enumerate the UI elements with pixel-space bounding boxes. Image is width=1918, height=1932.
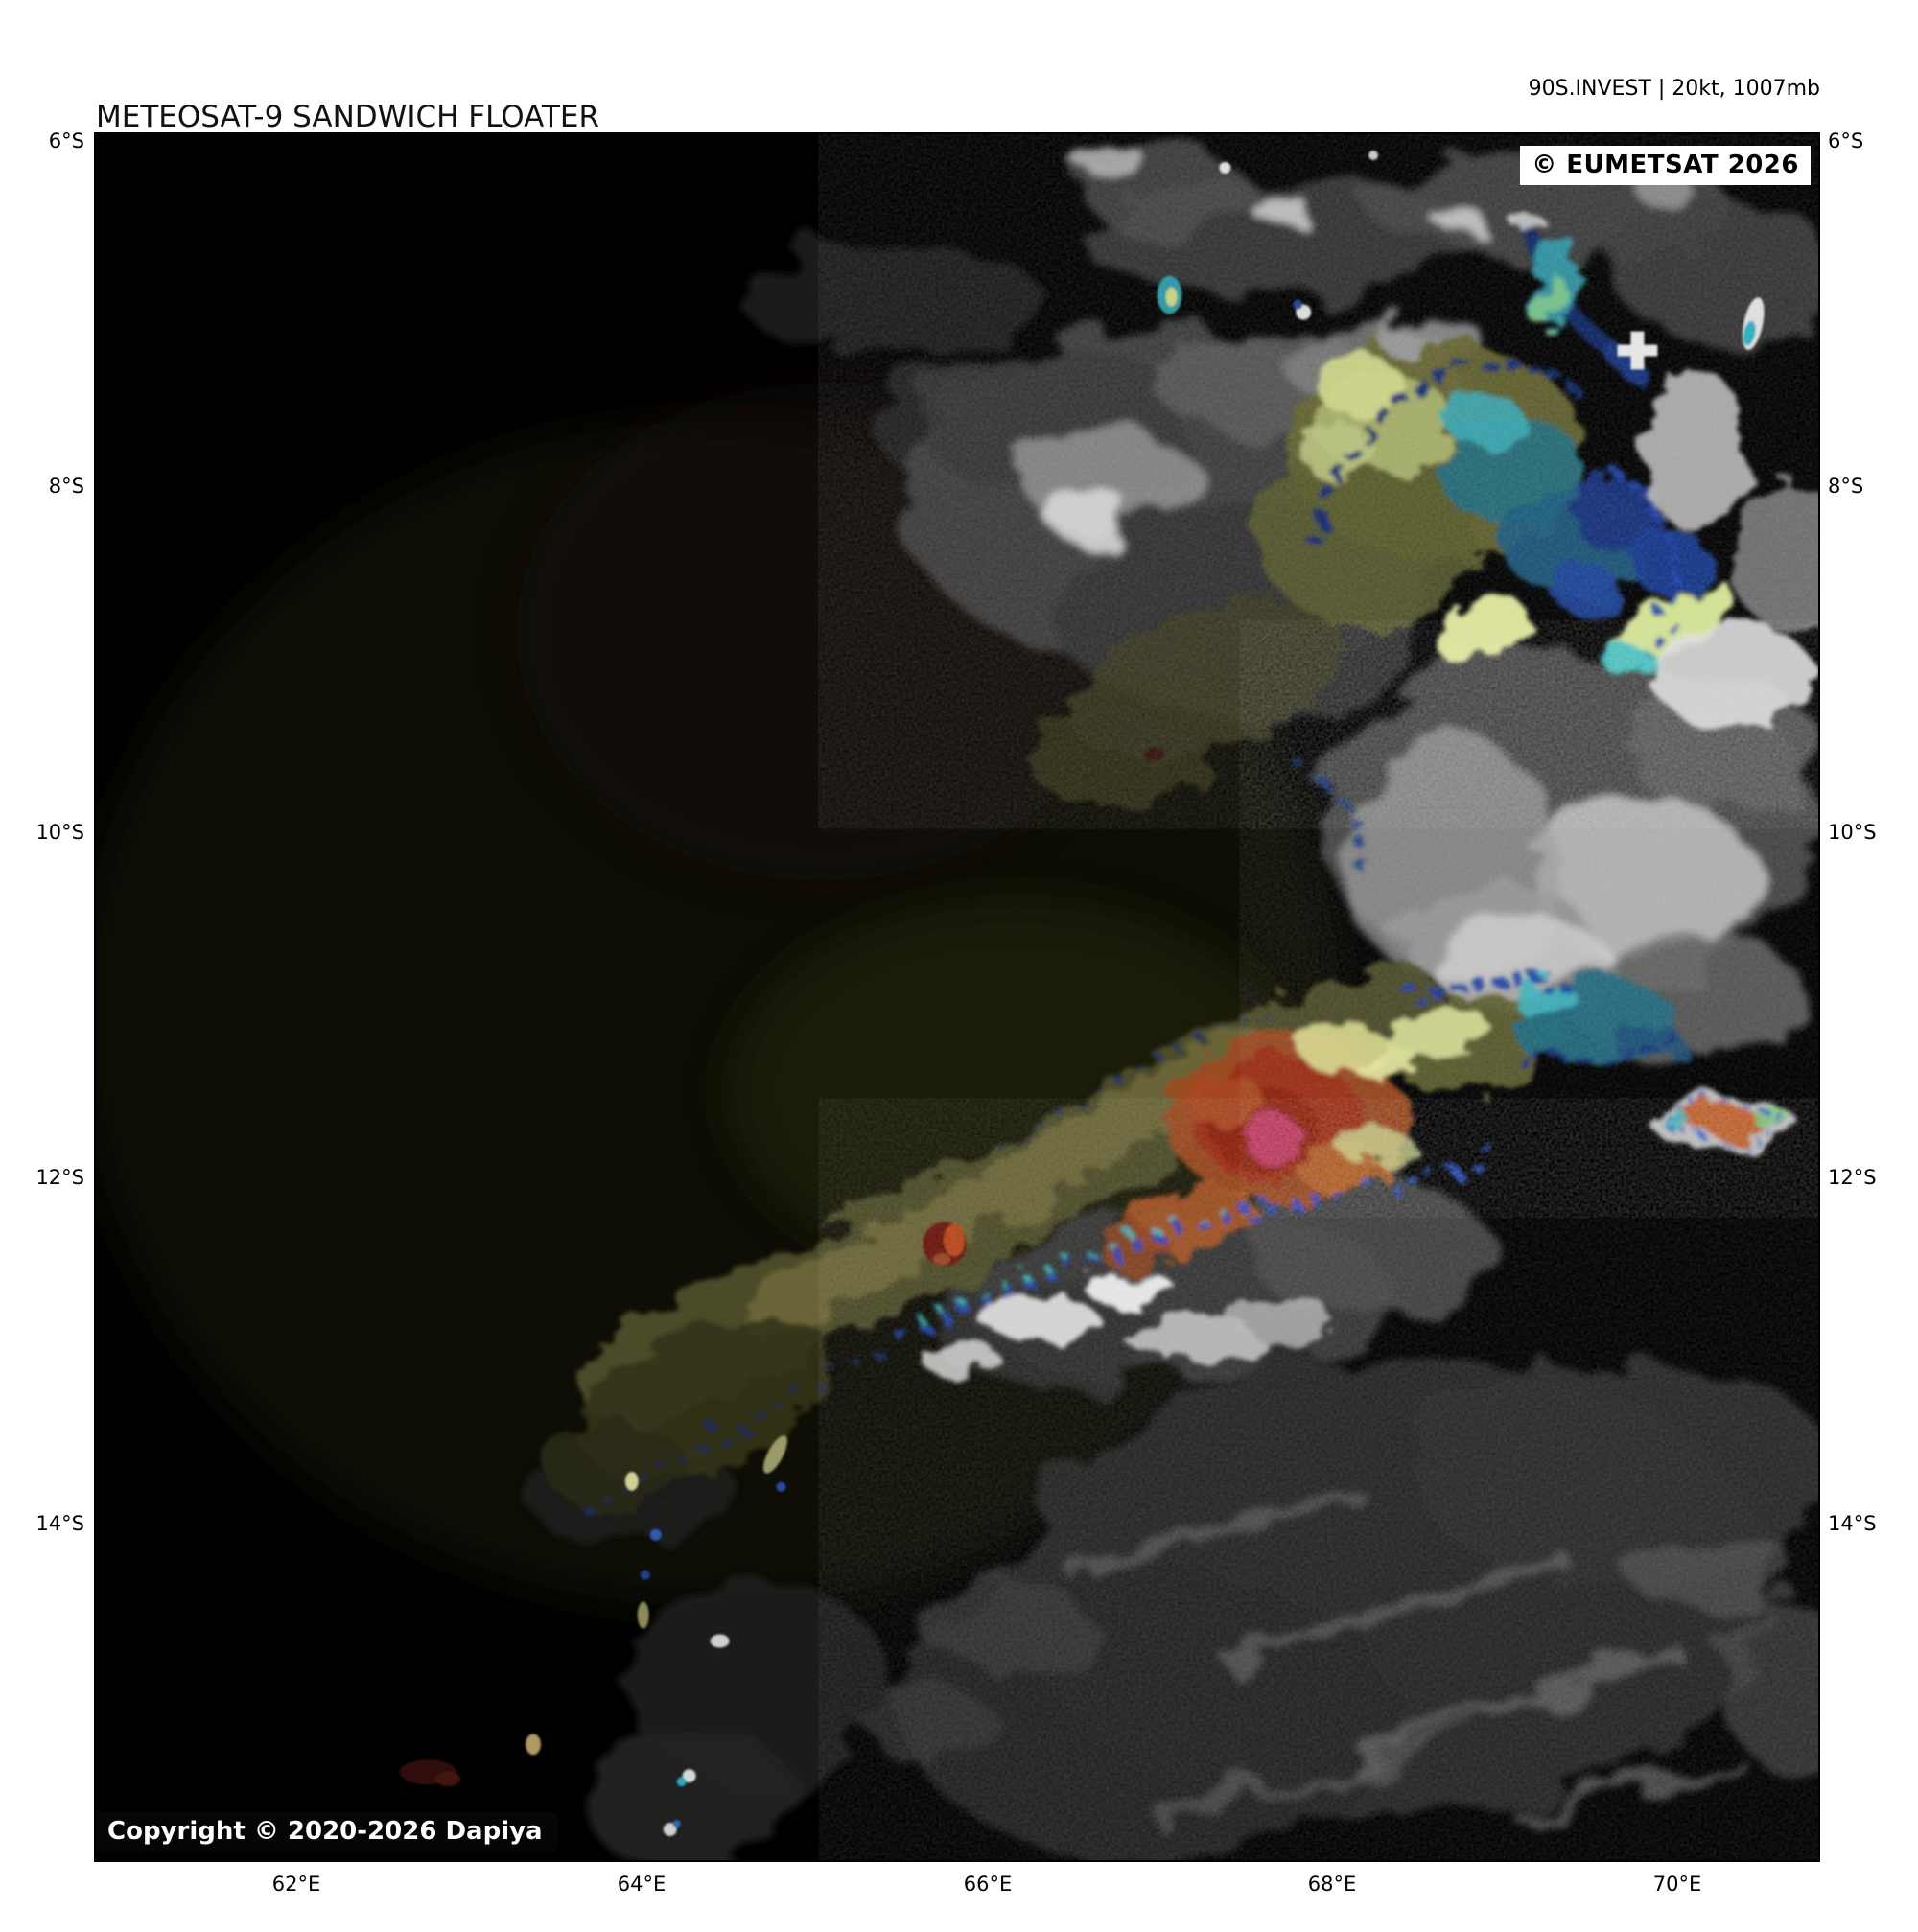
satellite-image [96,134,1818,1860]
lat-tick-right: 8°S [1828,475,1864,498]
lat-tick-right: 14°S [1828,1512,1877,1535]
lat-tick-right: 10°S [1828,821,1877,844]
lat-tick-left: 10°S [35,821,84,844]
storm-info: 90S.INVEST | 20kt, 1007mb [1528,77,1820,101]
lon-tick: 70°E [1652,1873,1702,1896]
lon-tick: 68°E [1307,1873,1357,1896]
lat-tick-left: 6°S [48,129,84,152]
lon-tick: 64°E [617,1873,667,1896]
satellite-image-frame: © EUMETSAT 2026 Copyright © 2020-2026 Da… [94,132,1820,1862]
provider-badge: © EUMETSAT 2026 [1520,146,1811,185]
copyright-notice: Copyright © 2020-2026 Dapiya [96,1812,558,1852]
lat-tick-right: 6°S [1828,129,1864,152]
lat-tick-left: 8°S [48,475,84,498]
lon-tick: 62°E [271,1873,321,1896]
lon-tick: 66°E [963,1873,1013,1896]
lat-tick-right: 12°S [1828,1166,1877,1189]
lat-tick-left: 14°S [35,1512,84,1535]
lat-tick-left: 12°S [35,1166,84,1189]
product-title: METEOSAT-9 SANDWICH FLOATER [96,100,600,134]
